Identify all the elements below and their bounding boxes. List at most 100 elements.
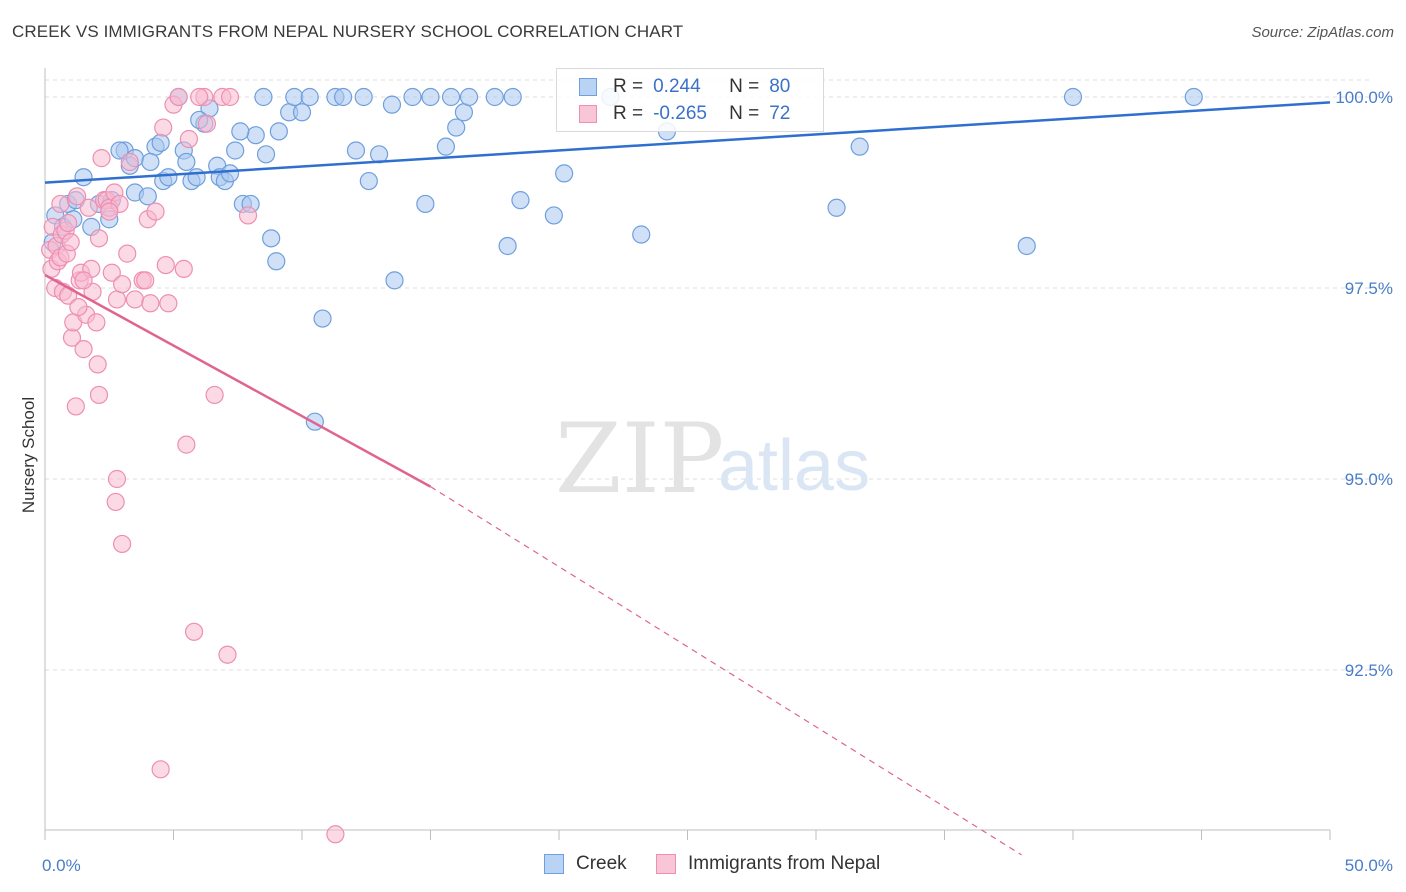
creek-point [226,141,245,160]
nepal-point [74,340,93,359]
nepal-points [41,87,345,844]
creek-point [485,87,504,107]
creek-point [503,87,522,107]
nepal-point [141,294,160,313]
nepal-point [146,202,165,221]
creek-point [850,137,869,156]
legend-r-value: 0.244 [653,76,701,97]
nepal-point [59,213,78,233]
nepal-point [88,355,107,374]
creek-point [385,271,404,290]
nepal-trend-line [44,273,432,488]
creek-point [1017,236,1036,256]
nepal-point [184,622,204,641]
creek-point [231,122,250,141]
nepal-point [154,118,173,137]
nepal-point [51,194,70,214]
tick-labels: 100.0% 97.5% 95.0% 92.5% 0.0% 50.0% [42,88,1393,875]
creek-point [827,198,846,217]
nepal-point [89,385,109,405]
y-tick-label: 95.0% [1345,470,1393,489]
creek-point [555,164,574,183]
nepal-point [107,290,127,309]
creek-point [403,87,422,107]
legend-r-label: R = [613,103,644,124]
nepal-point [100,202,119,221]
creek-point [447,118,466,137]
creek-point [138,187,157,206]
watermark-atlas: atlas [718,426,870,506]
nepal-point [174,259,193,278]
nepal-point [125,290,145,309]
creek-point [187,168,206,187]
nepal-point [68,187,87,206]
creek-point [632,225,651,244]
bottom-legend-swatch-nepal [656,854,676,874]
creek-point [313,309,332,328]
nepal-point [190,87,209,107]
nepal-point [238,206,258,225]
creek-point [262,229,281,248]
nepal-point [66,397,85,416]
creek-point [416,194,435,214]
creek-point [334,87,353,107]
y-tick-label: 92.5% [1345,661,1393,680]
source-credit: Source: ZipAtlas.com [1251,24,1394,41]
creek-point [459,87,479,107]
creek-point [292,103,312,122]
nepal-point [89,229,109,248]
legend-n-value: 72 [769,103,791,124]
nepal-point [61,233,80,252]
nepal-point [218,645,237,664]
creek-point [151,133,170,152]
nepal-point [197,114,217,133]
creek-point [441,87,461,107]
creek-points [43,87,1203,431]
nepal-point [102,263,121,282]
creek-point [246,126,265,145]
nepal-point [220,87,240,107]
creek-point [511,191,530,210]
creek-point [300,87,319,107]
nepal-point [156,255,175,275]
creek-point [421,87,440,107]
nepal-point [118,244,137,263]
watermark-zip: ZIP [555,403,724,515]
nepal-point [136,271,155,290]
nepal-point [74,271,93,290]
creek-point [177,152,196,172]
chart-title: CREEK VS IMMIGRANTS FROM NEPAL NURSERY S… [12,22,684,41]
creek-point [110,141,129,160]
creek-point [544,206,563,225]
correlation-legend: R = 0.244 N = 80 R = -0.265 N = 72 [556,68,824,132]
legend-r-label: R = [613,76,644,97]
trend-lines [44,101,1331,856]
creek-point [267,252,286,271]
nepal-point [326,825,345,844]
creek-point [159,168,178,187]
creek-point [1184,87,1203,107]
creek-point [1063,87,1083,107]
legend-n-label: N = [729,76,760,97]
nepal-point [159,294,178,313]
nepal-point [177,435,196,454]
x-tick-label: 0.0% [42,856,81,875]
watermark: ZIP atlas [555,403,870,515]
creek-point [141,152,160,172]
nepal-point [107,469,127,489]
nepal-point [179,129,199,149]
y-tick-label: 97.5% [1345,279,1393,298]
y-axis-label: Nursery School [19,397,38,513]
nepal-point [87,313,106,332]
bottom-legend-swatch-creek [544,854,564,874]
nepal-point [205,385,224,405]
legend-n-label: N = [729,103,760,124]
gridlines [45,79,1370,671]
creek-point [74,168,93,187]
nepal-point [112,275,132,294]
axes [44,68,1331,840]
creek-point [220,164,240,183]
nepal-point [120,152,139,172]
nepal-point [69,298,88,317]
creek-point [254,87,273,107]
